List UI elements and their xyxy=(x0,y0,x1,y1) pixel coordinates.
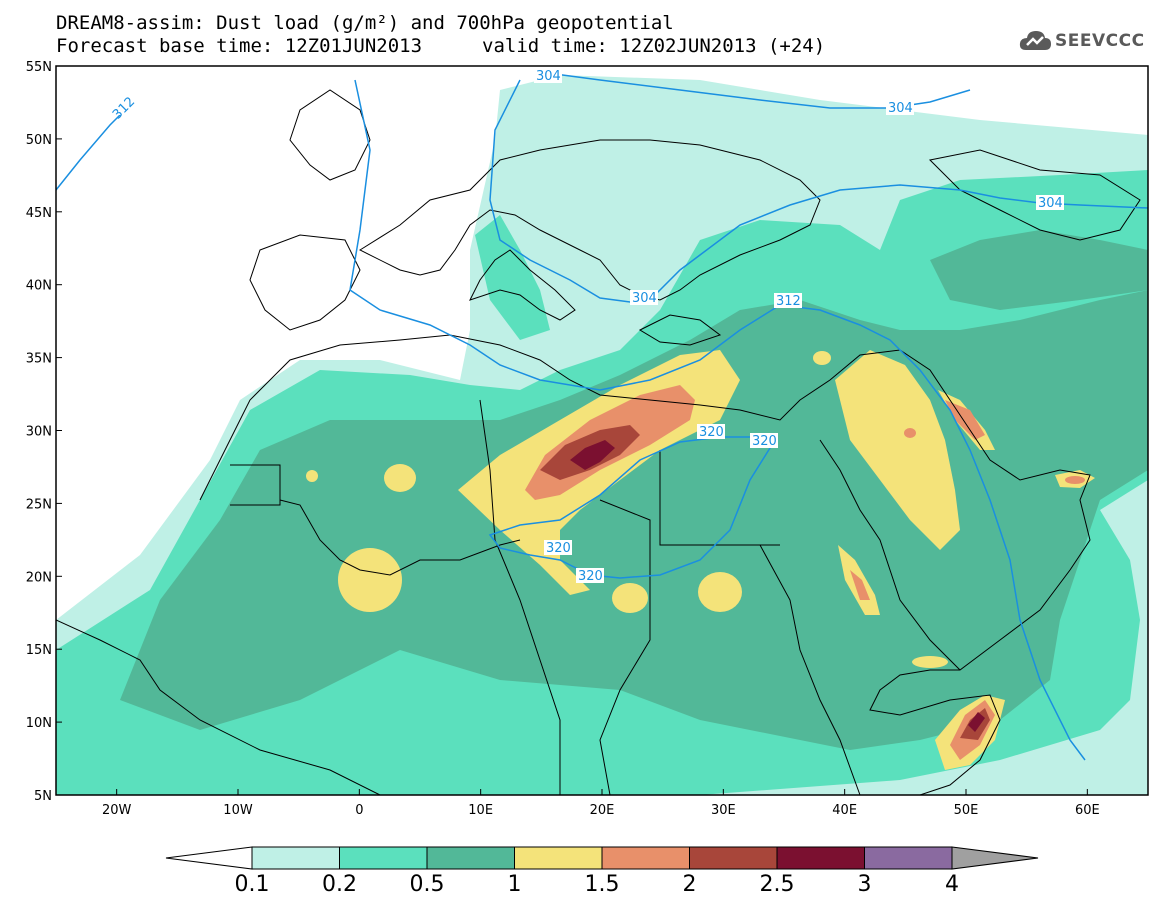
contour-label: 304 xyxy=(1036,195,1064,211)
contour-label-text: 320 xyxy=(752,434,777,449)
lat-tick-label: 20N xyxy=(26,570,52,585)
contour-labels: 312 304 304 304 312 320 320 320 320 304 xyxy=(108,68,1064,584)
contour-label: 320 xyxy=(576,568,604,584)
contour-label: 320 xyxy=(544,540,572,556)
lat-tick-label: 15N xyxy=(26,643,52,658)
colorbar-level-label: 2.5 xyxy=(760,872,795,897)
contour-label: 320 xyxy=(697,424,725,440)
lon-tick-label: 30E xyxy=(711,803,736,818)
contour-label: 304 xyxy=(630,290,658,306)
valid-time: valid time: 12Z02JUN2013 (+24) xyxy=(482,35,826,57)
lon-tick-label: 50E xyxy=(954,803,979,818)
colorbar-segment xyxy=(689,846,778,870)
colorbar-segment xyxy=(251,846,340,870)
colorbar-level-label: 0.1 xyxy=(235,872,270,897)
colorbar-under-triangle xyxy=(165,846,253,870)
contour-label-text: 320 xyxy=(546,541,571,556)
lat-tick-label: 25N xyxy=(26,497,52,512)
lon-tick-label: 40E xyxy=(832,803,857,818)
lon-tick-label: 10E xyxy=(468,803,493,818)
contour-label: 312 xyxy=(774,293,802,309)
lon-tick-label: 20E xyxy=(590,803,615,818)
contour-label-text: 304 xyxy=(536,69,561,84)
lat-tick-label: 50N xyxy=(26,133,52,148)
coastlines xyxy=(56,89,1141,795)
lat-tick-label: 10N xyxy=(26,716,52,731)
lon-tick-label: 20W xyxy=(102,803,132,818)
contour-label-text: 312 xyxy=(776,294,801,309)
lat-tick-label: 5N xyxy=(34,789,52,804)
seevccc-logo: SEEVCCC xyxy=(1018,26,1145,56)
map-area: 312 304 304 304 312 320 320 320 320 304 xyxy=(56,66,1148,795)
colorbar-segment xyxy=(426,846,515,870)
contour-label-text: 304 xyxy=(888,101,913,116)
contour-label-text: 320 xyxy=(699,425,724,440)
colorbar-segment xyxy=(339,846,428,870)
colorbar-level-label: 0.5 xyxy=(410,872,445,897)
lat-tick-label: 30N xyxy=(26,425,52,440)
contour-label-text: 304 xyxy=(1038,196,1063,211)
colorbar-segment xyxy=(514,846,603,870)
longitude-axis: 20W 10W 0 10E 20E 30E 40E 50E 60E xyxy=(102,789,1100,818)
logo-text: SEEVCCC xyxy=(1055,31,1145,51)
lat-tick-label: 45N xyxy=(26,206,52,221)
contour-label-text: 320 xyxy=(578,569,603,584)
lon-tick-label: 0 xyxy=(355,803,363,818)
geopotential-contours xyxy=(56,71,1148,761)
colorbar-level-label: 0.2 xyxy=(322,872,357,897)
lon-tick-label: 10W xyxy=(223,803,253,818)
dust-layer-2.5 xyxy=(570,440,985,732)
lon-tick-label: 60E xyxy=(1075,803,1100,818)
forecast-base-time: Forecast base time: 12Z01JUN2013 xyxy=(56,35,423,57)
colorbar-level-label: 1 xyxy=(508,872,522,897)
lat-tick-label: 40N xyxy=(26,279,52,294)
lat-tick-label: 55N xyxy=(26,60,52,75)
cloud-icon xyxy=(1019,31,1051,50)
contour-label: 320 xyxy=(750,433,778,449)
colorbar-segment xyxy=(601,846,690,870)
map-title: DREAM8-assim: Dust load (g/m²) and 700hP… xyxy=(56,12,674,34)
contour-label: 304 xyxy=(534,68,562,84)
contour-label-text: 304 xyxy=(632,291,657,306)
colorbar: 0.1 0.2 0.5 1 1.5 2 2.5 3 4 xyxy=(165,846,1039,897)
colorbar-segment xyxy=(776,846,865,870)
colorbar-level-label: 3 xyxy=(858,872,872,897)
colorbar-segment xyxy=(864,846,953,870)
colorbar-level-label: 1.5 xyxy=(585,872,620,897)
colorbar-level-label: 2 xyxy=(683,872,697,897)
colorbar-over-triangle xyxy=(951,846,1039,870)
latitude-axis: 55N 50N 45N 40N 35N 30N 25N 20N 15N 10N 5N xyxy=(26,60,62,804)
lat-tick-label: 35N xyxy=(26,352,52,367)
colorbar-level-label: 4 xyxy=(945,872,959,897)
contour-label: 304 xyxy=(886,100,914,116)
